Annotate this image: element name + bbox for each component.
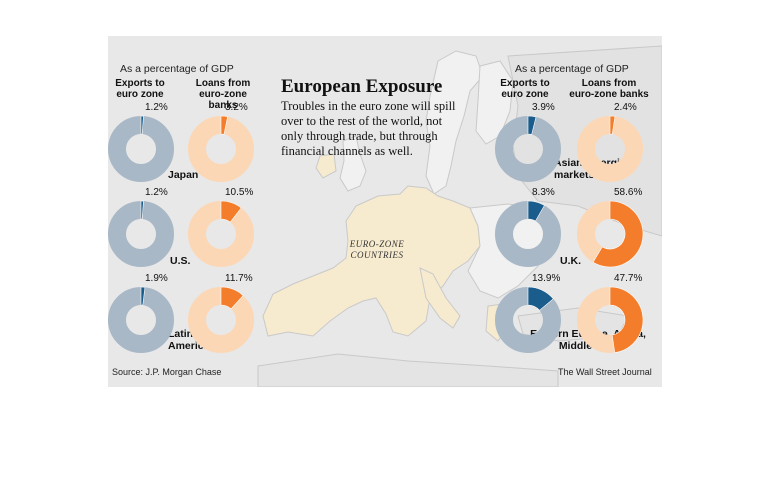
row-label-japan: Japan bbox=[168, 169, 199, 181]
loans-latin-america-value-label: 11.7% bbox=[225, 273, 253, 284]
exports-eastern-europe-donut bbox=[495, 286, 561, 353]
loans-uk-donut bbox=[577, 200, 644, 268]
exports-us-value-label: 1.2% bbox=[145, 187, 168, 198]
right-col-exports-header: Exports to euro zone bbox=[500, 78, 550, 100]
loans-latin-america-slice bbox=[220, 286, 244, 310]
exports-uk-value-label: 8.3% bbox=[532, 187, 555, 198]
exports-us-slice bbox=[140, 200, 144, 220]
exports-asian-emerging-donut bbox=[495, 115, 561, 182]
exports-uk-donut bbox=[495, 200, 561, 267]
exports-latin-america-donut bbox=[108, 286, 174, 353]
loans-asian-emerging-value-label: 2.4% bbox=[614, 102, 637, 113]
exports-latin-america-slice bbox=[140, 286, 146, 306]
source-note: Source: J.P. Morgan Chase bbox=[112, 367, 222, 377]
left-col-exports-header: Exports to euro zone bbox=[115, 78, 165, 100]
loans-eastern-europe-value-label: 47.7% bbox=[614, 273, 643, 284]
credit-line: The Wall Street Journal bbox=[558, 367, 652, 377]
exports-japan-donut bbox=[108, 115, 174, 182]
ireland-shape bbox=[315, 153, 337, 179]
exports-japan-slice bbox=[140, 115, 144, 135]
chart-title: European Exposure bbox=[281, 76, 443, 97]
uk-shape bbox=[339, 135, 367, 192]
exports-eastern-europe-value-label: 13.9% bbox=[532, 273, 561, 284]
loans-eastern-europe-slice bbox=[609, 286, 644, 353]
loans-japan-value-label: 3.2% bbox=[225, 102, 248, 113]
exports-latin-america-value-label: 1.9% bbox=[145, 273, 168, 284]
loans-eastern-europe-donut bbox=[577, 286, 644, 353]
chart-dek: Troubles in the euro zone will spill ove… bbox=[281, 99, 456, 158]
italy-shape bbox=[419, 267, 461, 329]
exports-asian-emerging-value-label: 3.9% bbox=[532, 102, 555, 113]
exports-us-donut bbox=[108, 200, 174, 267]
loans-us-value-label: 10.5% bbox=[225, 187, 254, 198]
loans-us-donut bbox=[188, 200, 254, 267]
row-label-uk: U.K. bbox=[560, 255, 581, 267]
loans-latin-america-donut bbox=[188, 286, 254, 353]
left-subhead: As a percentage of GDP bbox=[120, 63, 234, 75]
figure: As a percentage of GDP Exports to euro z… bbox=[108, 36, 662, 387]
north-africa-shape bbox=[257, 353, 559, 387]
eurozone-map-label: EURO-ZONE COUNTRIES bbox=[349, 239, 405, 260]
loans-japan-slice bbox=[220, 115, 228, 135]
loans-japan-donut bbox=[188, 115, 254, 182]
row-label-us: U.S. bbox=[170, 255, 191, 267]
loans-us-slice bbox=[220, 200, 242, 223]
loans-uk-slice bbox=[592, 200, 644, 268]
left-col-loans-header: Loans from euro-zone banks bbox=[195, 78, 251, 111]
exports-uk-slice bbox=[527, 200, 545, 222]
loans-uk-value-label: 58.6% bbox=[614, 187, 643, 198]
right-col-loans-header: Loans from euro-zone banks bbox=[569, 78, 649, 100]
exports-asian-emerging-slice bbox=[527, 115, 537, 135]
exports-eastern-europe-slice bbox=[527, 286, 554, 311]
scandinavia-shape bbox=[425, 50, 484, 195]
exports-japan-value-label: 1.2% bbox=[145, 102, 168, 113]
loans-asian-emerging-donut bbox=[577, 115, 643, 182]
loans-asian-emerging-slice bbox=[609, 115, 616, 135]
right-subhead: As a percentage of GDP bbox=[515, 63, 629, 75]
